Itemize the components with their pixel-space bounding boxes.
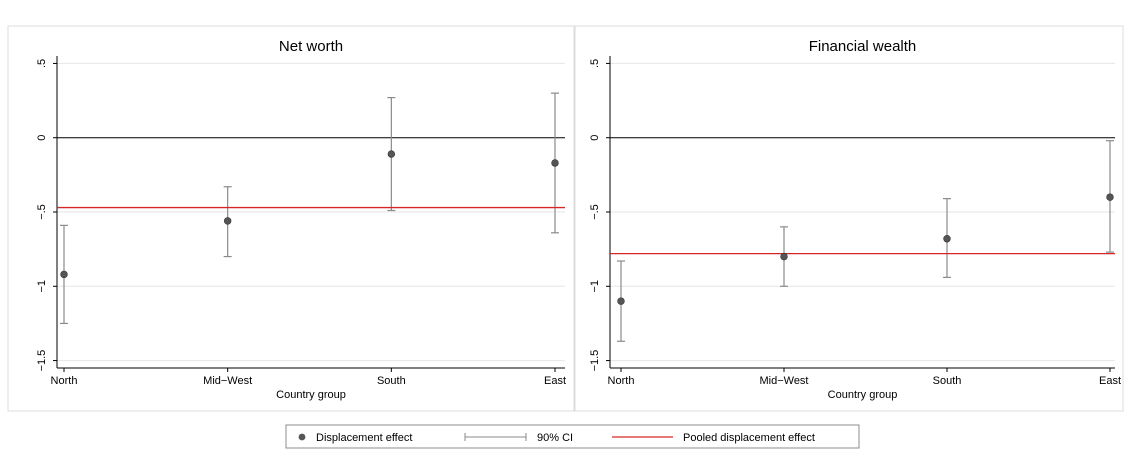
legend-label: 90% CI [537, 432, 573, 444]
chart-title: Financial wealth [809, 38, 917, 55]
x-axis-label: Country group [276, 389, 346, 401]
x-axis-label: Country group [828, 389, 898, 401]
y-tick-label: −1 [589, 280, 601, 293]
x-tick-label: South [377, 375, 406, 387]
legend: Displacement effect 90% CI Pooled displace… [285, 424, 860, 449]
legend-box [285, 424, 860, 449]
x-tick-label: South [933, 375, 962, 387]
x-tick-label: East [544, 375, 566, 387]
panel-financial-wealth: Financial wealth .5 0 −.5 −1 −1.5 North Mid−Wes… [574, 25, 1124, 412]
y-tick-label: .5 [589, 59, 601, 68]
y-tick-label: −1 [36, 280, 48, 293]
legend-label: Pooled displacement effect [683, 432, 815, 444]
estimate-point [617, 297, 625, 305]
estimate-point [1106, 193, 1114, 201]
estimate-point [551, 159, 559, 167]
x-tick-label: North [608, 375, 635, 387]
y-tick-label: 0 [36, 135, 48, 141]
y-tick-label: −1.5 [36, 350, 48, 372]
estimate-point [943, 235, 951, 243]
estimate-point [60, 270, 68, 279]
y-tick-label: .5 [36, 59, 48, 68]
x-tick-label: North [51, 375, 78, 387]
x-tick-label: East [1099, 375, 1121, 387]
legend-marker-icon [298, 433, 306, 441]
estimate-point [223, 217, 232, 225]
panel-frame [7, 25, 575, 412]
x-tick-label: Mid−West [759, 375, 808, 387]
panel-frame [574, 25, 1124, 412]
x-tick-label: Mid−West [203, 375, 252, 387]
legend-label: Displacement effect [316, 432, 412, 444]
chart-title: Net worth [279, 38, 343, 55]
y-tick-label: −1.5 [589, 350, 601, 372]
estimate-point [387, 150, 396, 158]
estimate-point [780, 252, 788, 261]
y-tick-label: 0 [589, 135, 601, 141]
y-tick-label: −.5 [589, 204, 601, 220]
y-tick-label: −.5 [36, 204, 48, 220]
